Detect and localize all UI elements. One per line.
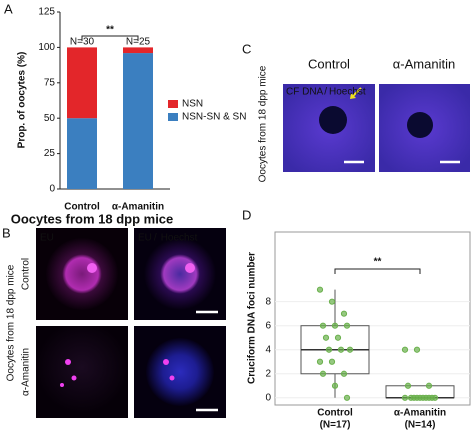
y-tick-label: 6 [265, 320, 271, 331]
significance: ** [106, 25, 114, 36]
significance-bracket [334, 268, 421, 274]
data-point [340, 370, 348, 377]
data-point [413, 394, 421, 401]
side-label: Oocytes from 18 dpp mice [258, 65, 269, 182]
data-point [325, 346, 333, 353]
bar-segment [67, 118, 97, 189]
data-point [319, 322, 327, 329]
data-point [413, 346, 421, 353]
data-point [316, 358, 324, 365]
panel-label: A [4, 1, 13, 16]
data-point [404, 382, 412, 389]
data-point [343, 322, 351, 329]
data-point [337, 346, 345, 353]
y-tick-label: 75 [44, 77, 56, 88]
y-tick-label: 25 [44, 148, 56, 159]
y-tick-label: 50 [44, 113, 56, 124]
plot-frame [274, 231, 471, 406]
bar-segment [67, 47, 97, 119]
y-tick-label: 125 [38, 7, 55, 18]
data-point [425, 394, 433, 401]
y-tick-label: 100 [38, 42, 55, 53]
y-tick-label: 4 [265, 344, 271, 355]
y-axis-title: Prop. of oocytes (%) [17, 52, 28, 149]
row-label: Control [21, 258, 32, 290]
stain-label: EU [138, 233, 152, 244]
data-point [331, 382, 339, 389]
n-label: N=30 [70, 37, 95, 48]
x-tick-label: Control [317, 408, 353, 419]
x-tick-label: α-Amanitin [112, 202, 164, 213]
significance-bracket [81, 35, 139, 41]
row-label: α-Amanitin [21, 348, 32, 396]
data-point [328, 298, 336, 305]
y-tick-label: 8 [265, 296, 271, 307]
legend-label: NSN [182, 99, 203, 110]
panel-label: C [242, 41, 251, 56]
n-label: (N=14) [405, 420, 436, 431]
legend-swatch [168, 100, 178, 108]
data-point [334, 334, 342, 341]
stain-label: EU [40, 233, 54, 244]
y-tick-label: 2 [265, 368, 271, 379]
data-point [328, 358, 336, 365]
n-label: (N=17) [320, 420, 351, 431]
data-point [343, 394, 351, 401]
data-point [401, 394, 409, 401]
legend-swatch [168, 113, 178, 121]
stain-label: CF DNA [286, 87, 324, 98]
separator: / [324, 87, 327, 98]
panel-label: B [2, 225, 11, 240]
y-tick-label: 0 [49, 184, 55, 195]
x-tick-label: Control [64, 202, 100, 213]
data-point [346, 346, 354, 353]
bar-segment [123, 47, 153, 54]
x-axis-title: Oocytes from 18 dpp mice [11, 211, 174, 226]
data-point [316, 286, 324, 293]
legend-label: NSN-SN & SN [182, 112, 246, 123]
separator: / [154, 233, 157, 244]
column-label: α-Amanitin [393, 56, 455, 71]
data-point [431, 394, 439, 401]
counterstain-label: Hoechst [329, 87, 366, 98]
significance: ** [374, 257, 382, 268]
y-tick-label: 0 [265, 392, 271, 403]
n-label: N=25 [126, 37, 151, 48]
panel-label: D [242, 207, 251, 222]
data-point [340, 310, 348, 317]
data-point [401, 346, 409, 353]
x-tick-label: α-Amanitin [394, 408, 446, 419]
counterstain-label: Hoechst [161, 233, 198, 244]
y-axis-title: Cruciform DNA foci number [247, 252, 258, 384]
bar-segment [123, 53, 153, 190]
side-label: Oocytes from 18 dpp mice [6, 264, 17, 381]
data-point [319, 370, 327, 377]
column-label: Control [308, 56, 350, 71]
data-point [425, 382, 433, 389]
data-point [331, 322, 339, 329]
data-point [322, 334, 330, 341]
